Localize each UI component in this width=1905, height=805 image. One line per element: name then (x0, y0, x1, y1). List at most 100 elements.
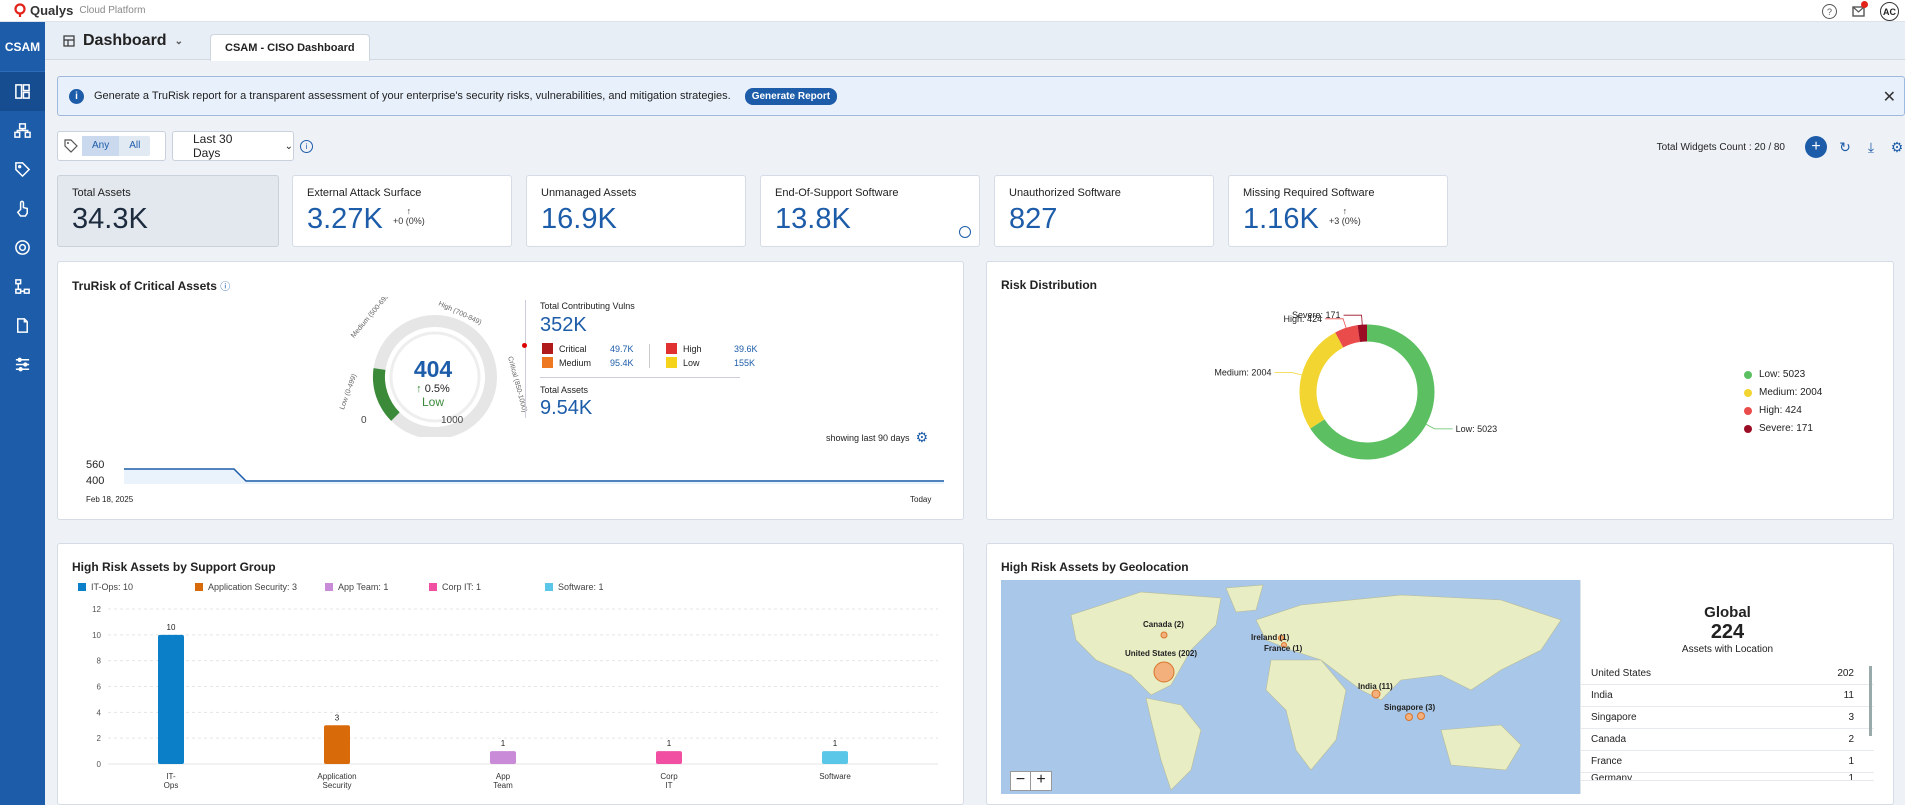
table-row[interactable]: United States 202 (1581, 663, 1874, 685)
bar-application-security[interactable] (324, 725, 350, 764)
kpi-end-of-support[interactable]: End-Of-Support Software 13.8K (760, 175, 980, 247)
table-row[interactable]: India 11 (1581, 685, 1874, 707)
data-label: 10 (167, 623, 176, 632)
donut-slice-high[interactable] (1335, 325, 1361, 348)
legend-item[interactable]: High: 424 (1744, 402, 1822, 420)
world-map[interactable]: Canada (2) United States (202) Ireland (… (1001, 580, 1580, 794)
kpi-unmanaged-assets[interactable]: Unmanaged Assets 16.9K (526, 175, 746, 247)
zoom-in-button[interactable]: + (1036, 771, 1046, 788)
table-row[interactable]: Canada 2 (1581, 729, 1874, 751)
marker-dot (522, 343, 527, 348)
kpi-label: External Attack Surface (307, 187, 422, 199)
breakdown-critical: Critical 49.7K (542, 343, 634, 354)
info-circle-icon[interactable]: ⓘ (220, 282, 231, 293)
touch-icon[interactable] (0, 189, 45, 228)
tag-icon (64, 139, 78, 153)
vulns-value: 352K (540, 314, 587, 336)
donut-label-low: Low: 5023 (1456, 424, 1498, 434)
any-all-toggle[interactable]: Any All (82, 136, 151, 156)
help-icon[interactable]: ? (1822, 4, 1837, 19)
zoom-out-button[interactable]: − (1011, 772, 1031, 790)
global-value: 224 (1710, 621, 1745, 643)
dashboard-icon[interactable] (0, 72, 45, 111)
legend-item[interactable]: Corp IT: 1 (429, 582, 545, 592)
inventory-icon[interactable] (0, 111, 45, 150)
y-tick-label: 4 (97, 708, 102, 717)
donut-slice-severe[interactable] (1357, 324, 1368, 343)
banner-text: Generate a TruRisk report for a transpar… (94, 90, 731, 102)
add-widget-button[interactable]: + (1805, 136, 1827, 158)
x-tick-label: Team (493, 781, 513, 790)
bar-it-ops[interactable] (158, 634, 184, 764)
risk-distribution-panel: Risk Distribution Low: 5023 Medium: 2004 H… (986, 261, 1894, 520)
legend-item[interactable]: App Team: 1 (325, 582, 429, 592)
kpi-unauthorized-software[interactable]: Unauthorized Software 827 (994, 175, 1214, 247)
y-tick-label: 10 (92, 631, 101, 640)
app-switcher[interactable]: CSAM (0, 22, 45, 72)
marker-canada: Canada (2) (1143, 620, 1184, 629)
tag-icon[interactable] (0, 150, 45, 189)
kpi-total-assets[interactable]: Total Assets 34.3K (57, 175, 279, 247)
report-icon[interactable] (0, 306, 45, 345)
y-tick-label: 6 (97, 683, 102, 692)
global-label: Global (1704, 604, 1751, 621)
top-bar: Qualys Cloud Platform ? AC (0, 0, 1905, 22)
network-icon[interactable] (0, 267, 45, 306)
trend-start: Feb 18, 2025 (86, 495, 134, 504)
close-icon[interactable]: ✕ (1882, 89, 1896, 106)
y-tick-label: 2 (97, 734, 102, 743)
legend-item[interactable]: Application Security: 3 (195, 582, 325, 592)
chevron-down-icon: ⌄ (284, 140, 293, 152)
chart-legend: IT-Ops: 10 Application Security: 3 App T… (78, 582, 604, 592)
info-circle-icon[interactable]: i (300, 139, 313, 153)
legend-item[interactable]: IT-Ops: 10 (78, 582, 195, 592)
table-row[interactable]: France 1 (1581, 751, 1874, 773)
trend-line (124, 468, 944, 484)
scrollbar[interactable] (1869, 666, 1872, 736)
dashboard-selector[interactable]: Dashboard ⌄ (63, 32, 183, 50)
y-tick-label: 12 (92, 605, 101, 614)
table-row[interactable]: Germany 1 (1581, 773, 1874, 781)
gauge-label-low: Low (0-499) (339, 373, 358, 411)
bell-icon[interactable] (1851, 1, 1868, 19)
marker-singapore: Singapore (3) (1384, 703, 1435, 712)
ring-icon[interactable] (0, 228, 45, 267)
trend-end: Today (910, 495, 932, 504)
x-tick-label: Application (317, 772, 356, 781)
geo-table: Global 224 Assets with Location United S… (1580, 580, 1874, 794)
legend-item[interactable]: Low: 5023 (1744, 366, 1822, 384)
data-label: 1 (833, 739, 838, 748)
kpi-missing-required-software[interactable]: Missing Required Software 1.16K ↑ +3 (0%) (1228, 175, 1448, 247)
breakdown-hline (540, 377, 740, 378)
info-banner: i Generate a TruRisk report for a transp… (57, 76, 1905, 116)
all-option[interactable]: All (129, 140, 141, 151)
donut-slice-low[interactable] (1310, 324, 1435, 460)
any-option[interactable]: Any (82, 136, 120, 156)
tag-filter[interactable]: Any All (57, 131, 166, 161)
legend-item[interactable]: Software: 1 (545, 582, 604, 592)
legend-item[interactable]: Severe: 171 (1744, 420, 1822, 438)
avatar[interactable]: AC (1880, 2, 1899, 21)
trurisk-gauge: Low (0-499) Medium (500-699) High (700-8… (339, 297, 528, 437)
qualys-logo[interactable]: Qualys Cloud Platform (14, 3, 146, 18)
generate-report-button[interactable]: Generate Report (744, 87, 838, 105)
bar-corp-it[interactable] (656, 751, 682, 764)
bar-app-team[interactable] (490, 751, 516, 764)
toolbar: Total Widgets Count : 20 / 80 + ↻ ⤓ ⚙ (1657, 136, 1905, 158)
trurisk-score: 404 (413, 356, 453, 382)
dashboard-header: Dashboard ⌄ CSAM - CISO Dashboard (45, 22, 1905, 61)
gear-icon[interactable]: ⚙ (915, 429, 929, 445)
refresh-icon[interactable]: ↻ (1839, 138, 1851, 155)
table-row[interactable]: Singapore 3 (1581, 707, 1874, 729)
download-icon[interactable]: ⤓ (1867, 138, 1875, 155)
bar-software[interactable] (822, 751, 848, 764)
date-range-select[interactable]: Last 30 Days ⌄ (172, 131, 294, 161)
kpi-external-attack-surface[interactable]: External Attack Surface 3.27K ↑ +0 (0%) (292, 175, 512, 247)
tab-ciso-dashboard[interactable]: CSAM - CISO Dashboard (210, 34, 370, 61)
donut-slice-medium[interactable] (1299, 332, 1344, 429)
gear-icon[interactable]: ⚙ (1890, 138, 1904, 155)
page-title: Dashboard (83, 32, 167, 49)
settings-sliders-icon[interactable] (0, 345, 45, 384)
legend-item[interactable]: Medium: 2004 (1744, 384, 1822, 402)
